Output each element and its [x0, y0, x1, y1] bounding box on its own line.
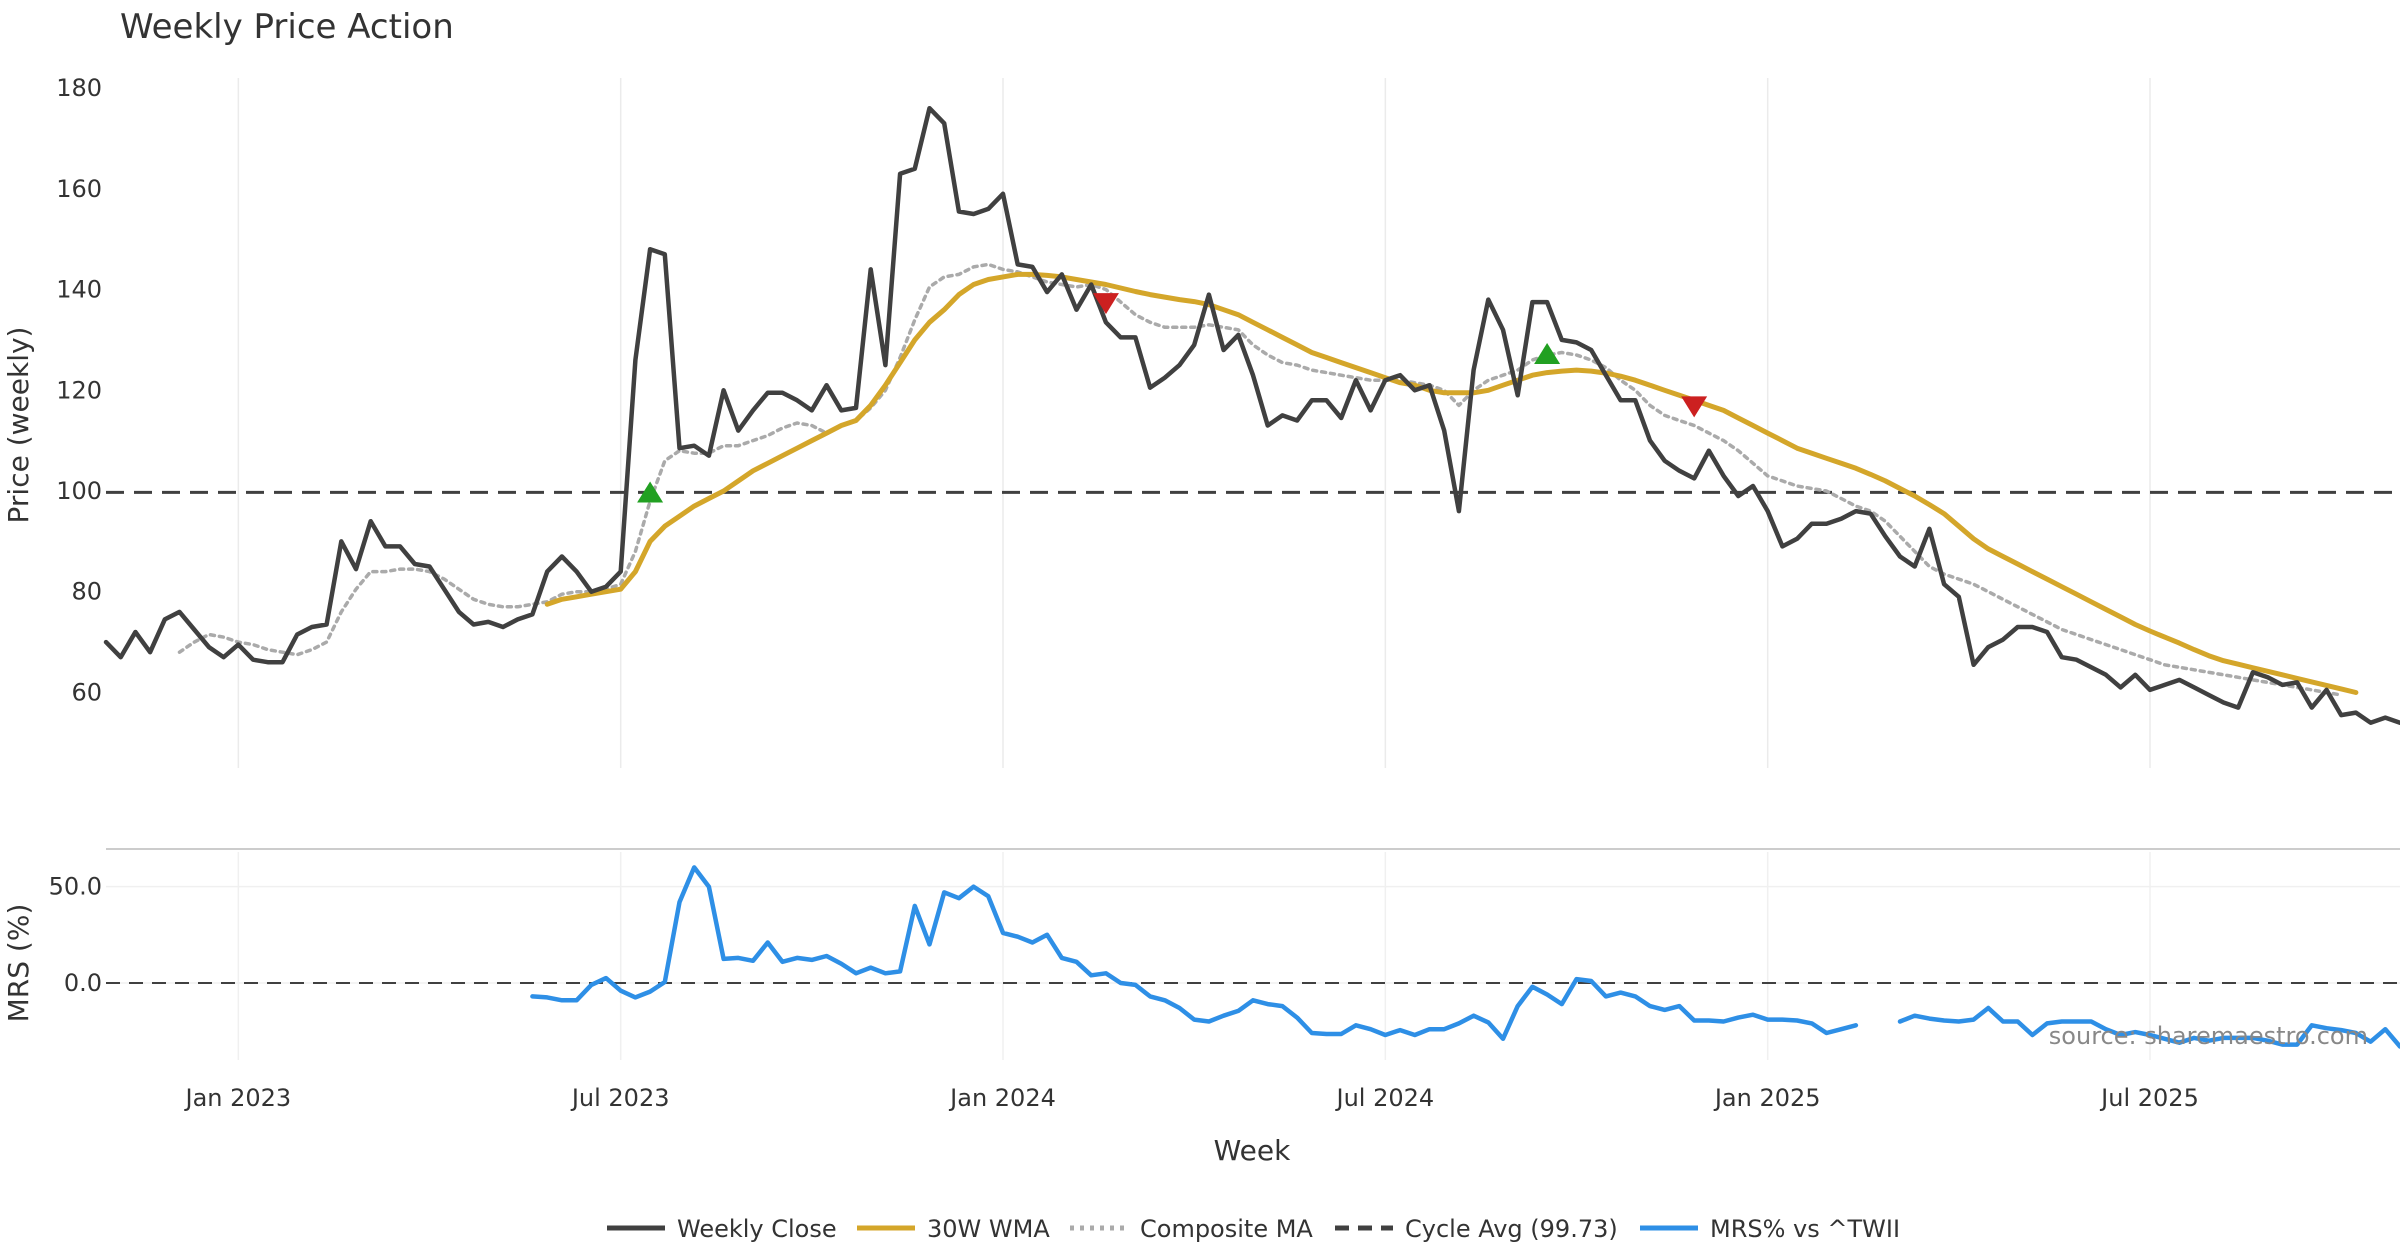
x-axis-ticks: Jan 2023 Jul 2023 Jan 2024 Jul 2024 Jan 2025…: [183, 1084, 2198, 1112]
price-y-tick-label: 140: [56, 276, 102, 304]
price-y-tick-label: 80: [71, 578, 102, 606]
source-label: source: sharemaestro.com: [2049, 1022, 2368, 1050]
x-axis-label: Week: [1214, 1134, 1291, 1167]
price-y-ticks: 60 80 100 120 140 160 180: [56, 74, 102, 706]
mrs-y-tick-label: 50.0: [49, 873, 102, 901]
price-grid: [237, 78, 2151, 768]
legend-label: Cycle Avg (99.73): [1405, 1215, 1618, 1243]
legend-label: Weekly Close: [677, 1215, 837, 1243]
sell-signal-marker: [1681, 396, 1708, 418]
x-tick-label: Jan 2024: [948, 1084, 1056, 1112]
chart-title: Weekly Price Action: [120, 7, 454, 47]
mrs-y-ticks: 0.0 50.0: [49, 873, 102, 997]
signal-markers: [637, 293, 1708, 503]
price-y-axis-label: Price (weekly): [2, 327, 35, 524]
x-tick-label: Jul 2023: [570, 1084, 670, 1112]
price-y-tick-label: 180: [56, 74, 102, 102]
sell-signal-marker: [1092, 293, 1119, 315]
mrs-line: [530, 865, 1859, 1042]
mrs-line: [1897, 1005, 2400, 1049]
legend-label: MRS% vs ^TWII: [1710, 1215, 1900, 1243]
mrs-y-axis-label: MRS (%): [2, 904, 35, 1023]
price-y-tick-label: 100: [56, 477, 102, 505]
price-y-tick-label: 160: [56, 175, 102, 203]
mrs-y-tick-label: 0.0: [64, 969, 102, 997]
legend: Weekly Close 30W WMA Composite MA Cycle Avg…: [607, 1215, 1900, 1243]
weekly-close-line: [103, 105, 2400, 725]
x-tick-label: Jan 2025: [1713, 1084, 1821, 1112]
legend-label: Composite MA: [1140, 1215, 1313, 1243]
mrs-series: [530, 865, 2400, 1049]
price-y-tick-label: 120: [56, 376, 102, 404]
wma-30w-line: [544, 271, 2359, 695]
buy-signal-marker: [1534, 343, 1561, 365]
price-series: [103, 105, 2400, 725]
x-tick-label: Jan 2023: [183, 1084, 291, 1112]
composite-ma-line: [177, 262, 2343, 697]
legend-label: 30W WMA: [927, 1215, 1050, 1243]
x-tick-label: Jul 2024: [1335, 1084, 1435, 1112]
x-tick-label: Jul 2025: [2099, 1084, 2199, 1112]
buy-signal-marker: [637, 481, 664, 503]
price-y-tick-label: 60: [71, 678, 102, 706]
